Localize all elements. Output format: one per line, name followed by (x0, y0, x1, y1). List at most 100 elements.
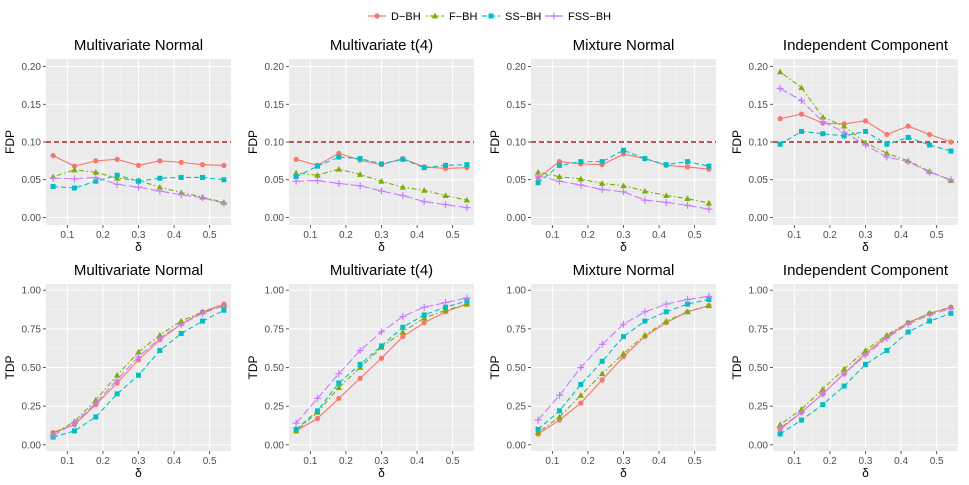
data-point (620, 320, 627, 328)
data-point (684, 195, 691, 201)
y-tick-label: 0.75 (22, 324, 42, 335)
data-point (70, 419, 78, 427)
data-point (335, 370, 343, 378)
data-point (577, 364, 585, 371)
data-point (177, 191, 185, 199)
data-point (798, 417, 804, 423)
x-tick-label: 0.2 (96, 456, 110, 467)
y-tick-label: 0.25 (265, 402, 285, 413)
data-point (199, 194, 207, 202)
data-point (947, 176, 955, 184)
data-point (314, 172, 321, 178)
data-point (534, 168, 542, 175)
data-point (797, 97, 805, 104)
x-tick-label: 0.2 (823, 230, 837, 241)
data-point (464, 162, 470, 168)
data-point (641, 331, 649, 338)
y-tick-label: 0.20 (507, 62, 527, 73)
data-point (598, 186, 606, 194)
x-axis-label: δ (620, 240, 627, 254)
data-point (621, 334, 626, 340)
data-point (662, 198, 670, 206)
data-point (221, 307, 227, 313)
data-point (200, 318, 206, 324)
chart-panel: 0.00 0.25 0.50 0.75 1.00 0.1 0.2 0.3 0.4 0.5 Mixtu… (488, 262, 716, 480)
data-point (220, 199, 228, 207)
x-tick-label: 0.4 (167, 230, 181, 241)
data-point (356, 182, 364, 190)
data-point (777, 431, 783, 437)
data-point (136, 178, 141, 184)
data-point (926, 168, 934, 176)
data-point (926, 311, 934, 319)
x-tick-label: 0.2 (581, 230, 595, 241)
x-tick-label: 0.1 (545, 230, 559, 241)
data-point (819, 113, 827, 120)
y-tick-label: 0.00 (507, 440, 527, 451)
y-tick-label: 0.10 (749, 138, 769, 149)
x-tick-label: 0.1 (303, 230, 317, 241)
data-point (556, 413, 563, 420)
data-point (399, 328, 407, 335)
data-point (293, 426, 299, 432)
y-tick-label: 0.25 (749, 402, 769, 413)
y-axis-label: FDP (246, 130, 260, 154)
data-point (904, 320, 912, 328)
y-tick-label: 0.05 (749, 175, 769, 186)
data-point (705, 292, 713, 300)
data-point (314, 415, 321, 422)
data-point (292, 169, 300, 176)
data-point (400, 156, 406, 162)
y-tick-label: 0.50 (22, 363, 42, 374)
y-tick-label: 1.00 (507, 286, 527, 297)
data-point (883, 153, 891, 161)
data-point (379, 161, 384, 167)
data-point (335, 180, 343, 187)
data-point (577, 392, 585, 398)
series-line (537, 149, 709, 184)
data-point (114, 172, 120, 178)
data-point (841, 133, 847, 139)
data-point (336, 395, 342, 402)
data-point (662, 300, 670, 308)
data-point (599, 358, 605, 364)
data-point (442, 307, 449, 313)
legend-key-marker (488, 13, 494, 19)
data-point (293, 156, 299, 162)
data-point (577, 175, 585, 182)
data-point (177, 320, 185, 328)
y-tick-label: 0.00 (22, 440, 42, 451)
series-line (537, 175, 709, 210)
data-point (93, 178, 99, 184)
data-point (598, 370, 606, 377)
data-point (684, 201, 692, 209)
data-point (400, 324, 406, 330)
data-point (620, 188, 627, 196)
legend-label: FSS−BH (568, 11, 611, 23)
data-point (399, 312, 407, 320)
data-point (93, 414, 99, 420)
data-point (884, 347, 890, 353)
data-point (598, 340, 606, 348)
data-point (50, 184, 56, 190)
y-tick-label: 0.00 (265, 440, 285, 451)
y-axis-label: TDP (488, 356, 502, 380)
data-point (442, 299, 450, 307)
data-point (663, 162, 669, 168)
data-point (293, 174, 299, 180)
data-point (70, 175, 78, 183)
data-point (948, 139, 954, 145)
data-point (136, 372, 141, 378)
y-tick-label: 1.00 (749, 286, 769, 297)
data-point (156, 184, 164, 190)
x-tick-label: 0.3 (375, 456, 389, 467)
x-tick-label: 0.3 (859, 456, 873, 467)
data-point (156, 334, 164, 342)
data-point (357, 375, 363, 381)
x-tick-label: 0.2 (339, 230, 353, 241)
data-point (356, 346, 364, 354)
data-point (883, 334, 891, 342)
x-tick-label: 0.2 (96, 230, 110, 241)
data-point (819, 118, 827, 126)
x-axis-label: δ (862, 466, 869, 480)
